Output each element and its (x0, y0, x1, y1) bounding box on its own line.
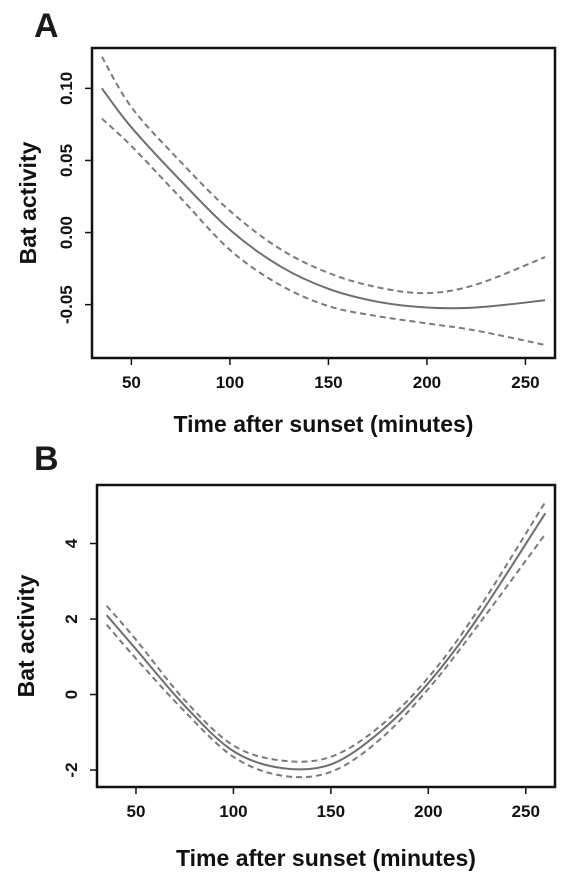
panel-b-x-tick-label: 250 (512, 802, 540, 821)
panel-b-fitted-line (105, 512, 547, 771)
panel-b-lower-ci-line (105, 533, 547, 779)
panel-a-y-axis-title: Bat activity (15, 141, 41, 264)
panel-a-y-tick-label: 0.10 (57, 72, 76, 105)
panel-a-y-tick-label: 0.05 (57, 144, 76, 177)
panel-a-x-tick-label: 150 (314, 373, 342, 392)
panel-b-y-tick-label: 0 (62, 690, 81, 699)
panel-a-x-tick-label: 250 (511, 373, 539, 392)
panel-a-y-tick-label: 0.00 (57, 216, 76, 249)
panel-a-upper-ci-line (101, 56, 546, 295)
panel-a-x-axis-title: Time after sunset (minutes) (174, 411, 474, 437)
panel-a-lower-ci-line (101, 117, 546, 346)
panel-a-y-tick-label: -0.05 (57, 285, 76, 324)
panel-b-y-tick-label: -2 (62, 762, 81, 777)
panel-b-upper-ci-line (105, 501, 547, 763)
panel-b-x-axis-title: Time after sunset (minutes) (176, 845, 476, 871)
panel-a-x-tick-label: 200 (413, 373, 441, 392)
panel-b-y-tick-label: 4 (62, 538, 81, 548)
panel-b-x-tick-label: 200 (414, 802, 442, 821)
panel-b-x-tick-label: 150 (317, 802, 345, 821)
panel-a-fitted-line (101, 87, 546, 310)
panel-b-y-tick-label: 2 (62, 614, 81, 623)
panel-label-b: B (34, 440, 59, 478)
panel-b-x-tick-label: 100 (219, 802, 247, 821)
panel-b-y-axis-title: Bat activity (13, 574, 39, 697)
panel-a-plot-frame (90, 46, 557, 360)
panel-a-x-tick-label: 50 (122, 373, 141, 392)
panel-a-x-tick-label: 100 (216, 373, 244, 392)
panel-b-x-tick-label: 50 (127, 802, 146, 821)
panel-label-a: A (34, 7, 59, 45)
panel-b-plot-frame (95, 483, 557, 789)
